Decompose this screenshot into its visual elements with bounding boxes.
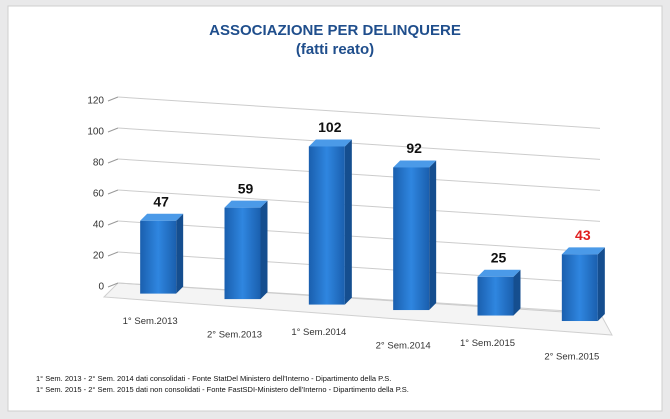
tick [107,96,119,102]
x-tick-label: 2° Sem.2014 [376,341,431,352]
grid-line [117,158,601,191]
data-label: 25 [491,249,507,265]
x-tick-label: 1° Sem.2014 [291,327,346,338]
grid-line [117,189,601,222]
y-tick-label: 100 [87,127,104,138]
y-tick-label: 40 [93,220,105,231]
x-tick-label: 2° Sem.2013 [207,330,262,341]
bar-face [513,269,521,316]
chart-title: ASSOCIAZIONE PER DELINQUERE [209,22,461,39]
tick [107,220,119,226]
bar-face [140,220,177,294]
bar [561,247,605,322]
bar [140,213,184,294]
bar [393,160,437,311]
bar-face [429,160,437,311]
bar-face [393,160,437,168]
grid-line [117,220,601,253]
bar-face [224,207,261,300]
data-label: 92 [406,140,422,156]
y-tick-label: 60 [93,189,105,200]
note: 1° Sem. 2013 - 2° Sem. 2014 dati consoli… [36,374,391,383]
bar-face [176,213,184,294]
data-label: 59 [238,180,254,196]
bar-face [477,276,514,316]
data-label: 43 [575,227,591,243]
tick [107,251,119,257]
y-tick-label: 120 [87,96,104,107]
bar-face [344,139,352,305]
bar-face [308,146,345,305]
bar-face [224,200,268,208]
grid-line [117,96,601,129]
bar-face [561,247,605,255]
tick [107,189,119,195]
x-tick-label: 2° Sem.2015 [544,352,599,363]
data-label: 47 [153,193,169,209]
bar [308,139,352,305]
data-label: 102 [318,119,342,135]
tick [107,282,119,288]
bar-face [561,254,598,322]
bar-face [477,269,521,277]
y-tick-label: 0 [98,282,104,293]
x-tick-label: 1° Sem.2013 [123,316,178,327]
bar-face [308,139,352,147]
tick [107,127,119,133]
bar [477,269,521,316]
bar [224,200,268,300]
tick [107,158,119,164]
x-tick-label: 1° Sem.2015 [460,338,515,349]
bar-face [260,200,268,300]
bar-face [597,247,605,322]
note: 1° Sem. 2015 - 2° Sem. 2015 dati non con… [36,385,409,394]
y-tick-label: 20 [93,251,105,262]
grid-line [117,127,601,160]
chart-subtitle: (fatti reato) [296,41,374,58]
bar-face [393,167,430,311]
bar-face [140,213,184,221]
y-tick-label: 80 [93,158,105,169]
